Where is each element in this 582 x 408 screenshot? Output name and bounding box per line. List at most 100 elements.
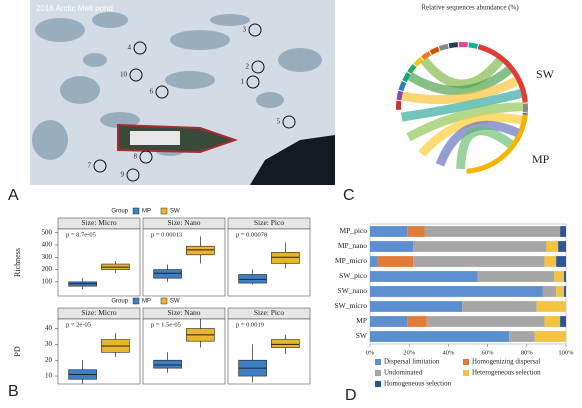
bar-segment <box>564 286 566 297</box>
y-tick-label: SW <box>356 331 368 340</box>
site-label: 4 <box>128 44 132 52</box>
chord-segment <box>448 42 459 49</box>
site-label: 2 <box>246 63 250 71</box>
y-tick-label: MP <box>356 316 367 325</box>
facet-title: Size: Pico <box>254 308 284 317</box>
y-tick-label: 40 <box>45 324 53 332</box>
legend-title: Group <box>111 209 128 215</box>
chord-segment <box>407 63 417 75</box>
legend-label: SW <box>170 209 180 215</box>
site-circle <box>129 68 143 82</box>
legend-label: Undominated <box>384 369 423 377</box>
chord-segment <box>398 81 407 92</box>
x-tick-label: 80% <box>521 349 534 356</box>
bar-segment <box>556 256 566 267</box>
chord-group: SW <box>536 67 555 81</box>
legend-label: Dispersal limitation <box>384 358 440 366</box>
bar-segment <box>407 226 425 237</box>
box <box>238 274 267 284</box>
legend-swatch <box>375 359 381 365</box>
site-circle <box>139 150 153 164</box>
chord-link <box>407 66 513 96</box>
p-value: p = 2e-05 <box>66 321 91 328</box>
bar-segment <box>477 271 555 282</box>
site-circle <box>282 115 296 129</box>
melt-pond <box>170 30 230 50</box>
site-circle <box>246 75 260 89</box>
legend-label: MP <box>142 299 151 305</box>
p-value: p = 8.7e-05 <box>66 231 96 238</box>
y-tick-label: MP_micro <box>335 256 367 265</box>
bar-segment <box>370 256 378 267</box>
chord-segment <box>396 90 404 101</box>
bar-segment <box>560 316 566 327</box>
p-value: p = 0.0019 <box>236 321 264 328</box>
bar-segment <box>536 301 566 312</box>
melt-pond <box>92 12 128 28</box>
chord-link <box>420 57 504 89</box>
y-axis-label: PD <box>13 346 22 356</box>
y-tick-label: 300 <box>42 253 53 261</box>
site-label: 3 <box>243 26 247 34</box>
x-tick-label: 60% <box>482 349 495 356</box>
facet-title: Size: Micro <box>81 218 116 227</box>
panel-letter: D <box>345 387 357 404</box>
box <box>153 359 182 369</box>
melt-pond <box>32 120 68 160</box>
box <box>271 252 300 264</box>
bar-segment <box>534 331 566 342</box>
bar-segment <box>370 226 408 237</box>
y-tick-label: 20 <box>45 356 53 364</box>
facet-title: Size: Nano <box>167 308 200 317</box>
site-label: 10 <box>120 71 128 79</box>
bar-segment <box>407 316 427 327</box>
chord-group: MP <box>532 152 550 166</box>
bar-segment <box>560 226 566 237</box>
p-value: p = 0.00078 <box>236 231 267 238</box>
bar-segment <box>542 286 557 297</box>
bar-segment <box>370 271 478 282</box>
panel-letter: C <box>343 187 355 204</box>
bar-segment <box>554 271 565 282</box>
p-value: p = 1.5e-05 <box>151 321 181 328</box>
legend-label: Homogeneous selection <box>384 380 452 388</box>
site-circle <box>248 23 262 37</box>
bar-segment <box>413 241 547 252</box>
legend-title: Group <box>111 299 128 305</box>
bar-segment <box>509 331 535 342</box>
legend-label: MP <box>142 209 151 215</box>
y-tick-label: 100 <box>42 277 53 285</box>
y-axis-label: Richness <box>13 248 22 277</box>
melt-pond <box>83 53 107 67</box>
melt-pond <box>60 76 100 104</box>
y-tick-label: SW_pico <box>339 271 367 280</box>
ship-deck <box>130 131 180 145</box>
chord-segment <box>396 100 402 110</box>
legend-swatch <box>375 370 381 376</box>
bar-segment <box>370 301 463 312</box>
melt-pond <box>278 48 322 72</box>
plot-frame <box>369 223 567 345</box>
site-label: 9 <box>121 171 125 179</box>
site-circle <box>93 159 107 173</box>
legend-swatch <box>463 359 469 365</box>
legend-swatch <box>375 381 381 387</box>
site-circle <box>133 41 147 55</box>
y-tick-label: 400 <box>42 241 53 249</box>
bar-segment <box>370 286 543 297</box>
chord-segment <box>458 42 468 48</box>
site-label: 5 <box>277 118 281 126</box>
site-label: 1 <box>241 78 245 86</box>
box <box>186 245 215 256</box>
open-water <box>250 135 335 185</box>
x-tick-label: 100% <box>558 349 574 356</box>
site-label: 8 <box>134 153 138 161</box>
bar-segment <box>556 286 565 297</box>
chord-segment <box>413 56 424 67</box>
facet-title: Size: Pico <box>254 218 284 227</box>
legend-swatch <box>132 207 140 215</box>
x-tick-label: 20% <box>403 349 416 356</box>
chord-link <box>401 76 519 105</box>
facet-title: Size: Nano <box>167 218 200 227</box>
